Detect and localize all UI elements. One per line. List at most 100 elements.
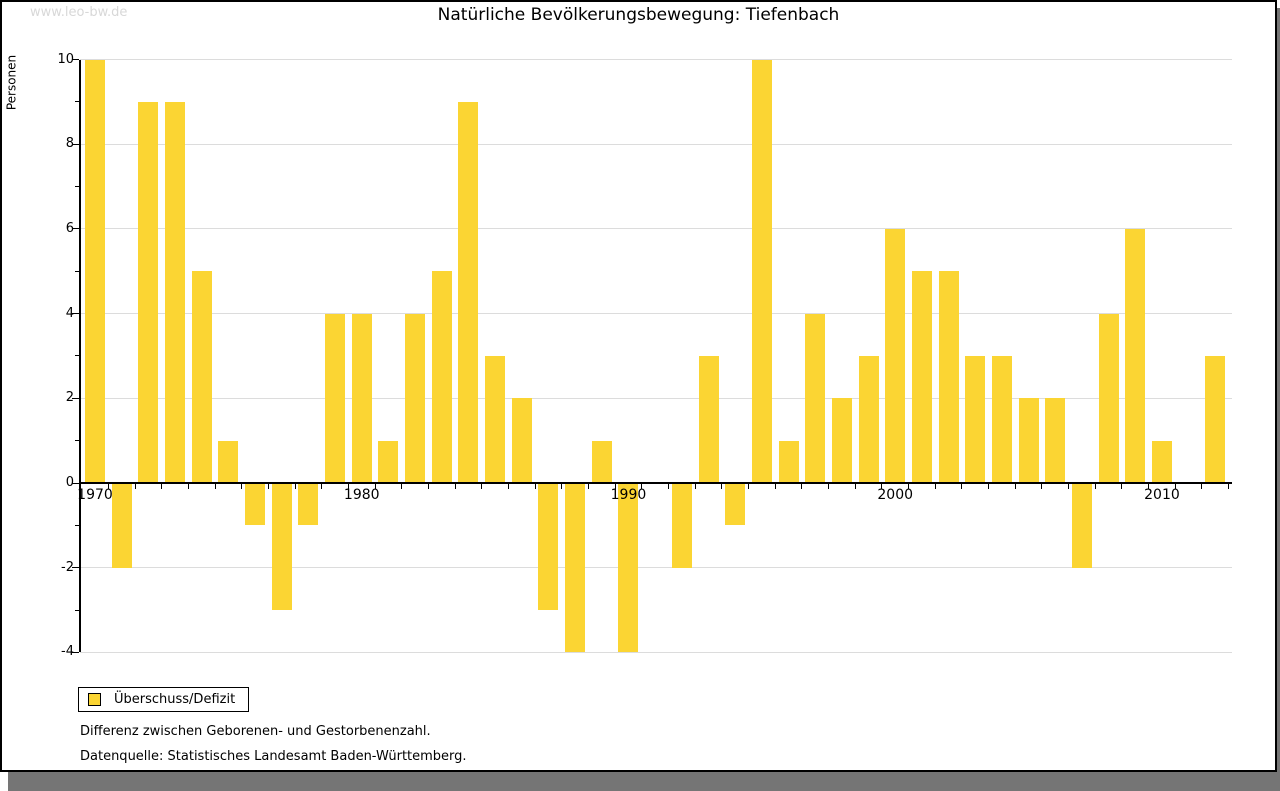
bar-1973 (165, 101, 186, 483)
x-tick (1041, 484, 1043, 489)
y-tick-major (72, 59, 79, 60)
x-tick (294, 484, 296, 489)
chart-note-source: Datenquelle: Statistisches Landesamt Bad… (80, 749, 467, 764)
bar-1989 (591, 440, 612, 483)
bar-1995 (751, 59, 772, 483)
x-tick (908, 484, 910, 489)
watermark: www.leo-bw.de (30, 5, 128, 20)
y-tick-major (72, 482, 79, 484)
bar-1984 (458, 101, 479, 483)
bar-2000 (885, 228, 906, 483)
y-tick-label: 0 (65, 475, 74, 490)
bar-1985 (485, 355, 506, 483)
x-tick (481, 484, 483, 489)
bar-1982 (405, 313, 426, 483)
y-tick-minor (75, 101, 79, 103)
gridline-8 (80, 143, 1232, 145)
bar-1999 (858, 355, 879, 483)
bar-1979 (325, 313, 346, 483)
x-tick (1014, 484, 1016, 489)
bar-2004 (991, 355, 1012, 483)
bar-2006 (1045, 398, 1066, 483)
bar-1996 (778, 440, 799, 483)
bar-1998 (831, 398, 852, 483)
x-tick (694, 484, 696, 489)
x-tick (934, 484, 936, 489)
x-tick (507, 484, 509, 489)
bar-1970 (85, 59, 105, 483)
y-tick-minor (75, 524, 79, 526)
x-tick (801, 484, 803, 489)
gridline-4 (80, 313, 1232, 315)
x-tick (427, 484, 429, 489)
legend-color-swatch (88, 693, 101, 706)
x-tick (1094, 484, 1096, 489)
x-axis-line (79, 482, 1232, 484)
x-tick-label: 2000 (877, 487, 914, 503)
y-tick-label: 10 (57, 51, 74, 67)
x-tick-label: 1970 (77, 487, 113, 503)
bar-1976 (245, 483, 266, 526)
y-tick-minor (75, 609, 79, 611)
y-tick-major (72, 651, 79, 653)
bar-2005 (1018, 398, 1039, 483)
x-tick (134, 484, 136, 489)
x-tick (721, 484, 723, 489)
bar-1974 (191, 271, 212, 483)
x-tick-label: 2010 (1144, 487, 1180, 503)
y-tick-major (72, 397, 79, 399)
bar-1993 (698, 355, 719, 483)
x-tick (667, 484, 669, 489)
bar-1994 (725, 483, 746, 526)
bar-1983 (431, 271, 452, 483)
y-tick-major (72, 143, 79, 145)
y-tick-label: -2 (61, 559, 74, 575)
x-tick (881, 484, 883, 489)
y-tick-major (72, 313, 79, 315)
chart-title: Natürliche Bevölkerungsbewegung: Tiefenb… (437, 5, 840, 25)
bar-1977 (271, 483, 292, 611)
x-tick (347, 484, 349, 489)
x-tick (748, 484, 749, 489)
x-tick (961, 484, 963, 489)
y-tick-major (72, 228, 79, 230)
legend: Überschuss/Defizit (78, 687, 249, 712)
x-tick (614, 484, 616, 489)
x-tick (267, 484, 269, 489)
x-tick (454, 484, 456, 489)
y-tick-label: 4 (65, 305, 74, 321)
y-tick-minor (75, 440, 79, 442)
panel-shadow-right (1277, 8, 1280, 791)
x-tick (988, 484, 990, 489)
x-tick (1228, 484, 1230, 489)
x-tick (1148, 484, 1150, 489)
bar-2003 (965, 355, 986, 483)
bar-1980 (351, 313, 372, 483)
x-tick (854, 484, 856, 489)
x-tick (774, 484, 776, 489)
x-tick (401, 484, 403, 489)
x-tick (534, 484, 536, 489)
bar-2010 (1151, 440, 1172, 483)
y-tick-label: -4 (61, 644, 74, 660)
y-tick-minor (75, 186, 79, 188)
bar-1978 (298, 483, 319, 526)
bar-2009 (1125, 228, 1146, 483)
y-tick-major (72, 567, 79, 569)
gridline-2 (80, 397, 1232, 399)
x-tick (214, 484, 216, 489)
gridline--2 (80, 567, 1232, 569)
gridline--4 (80, 651, 1232, 653)
y-tick-minor (75, 355, 79, 357)
y-tick-label: 2 (65, 390, 74, 406)
bar-1988 (565, 483, 586, 653)
x-tick (1121, 484, 1123, 489)
bar-1971 (111, 483, 132, 568)
bar-1986 (511, 398, 532, 483)
bar-1990 (618, 483, 639, 653)
bar-1972 (138, 101, 159, 483)
chart-note-definition: Differenz zwischen Geborenen- und Gestor… (80, 724, 431, 739)
chart-panel (0, 0, 1277, 772)
x-tick (828, 484, 830, 489)
